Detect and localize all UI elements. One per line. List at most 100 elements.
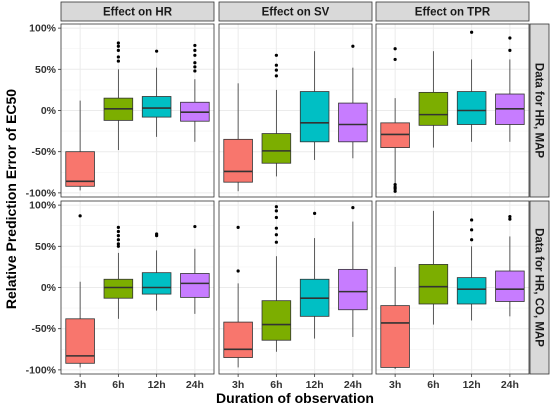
x-tick-label: 24h bbox=[344, 379, 362, 391]
outlier-point bbox=[193, 65, 197, 69]
column-strip-effect-on-tpr: Effect on TPR bbox=[375, 1, 530, 22]
box-6h bbox=[418, 51, 449, 148]
y-tick-label: 50% bbox=[35, 241, 57, 253]
outlier-point bbox=[116, 48, 120, 52]
outlier-point bbox=[116, 234, 120, 238]
box-24h bbox=[495, 215, 525, 317]
box-12h bbox=[456, 30, 487, 142]
panel-data-for-hr-co-map-effect-on-hr: -100% -50% 0% 50% 100% 3h 6h 12h 24h bbox=[26, 200, 215, 391]
column-strip-label: Effect on TPR bbox=[415, 7, 491, 19]
panel-border bbox=[375, 23, 530, 198]
x-tick-label: 3h bbox=[74, 379, 86, 391]
outlier-point bbox=[116, 55, 120, 59]
box-iqr bbox=[456, 277, 487, 305]
x-tick-label: 3h bbox=[389, 379, 401, 391]
box-3h bbox=[223, 225, 253, 368]
outlier-point bbox=[274, 226, 278, 230]
outlier-point bbox=[193, 61, 197, 65]
y-tick-label: -50% bbox=[31, 323, 56, 335]
box-iqr bbox=[261, 133, 292, 164]
y-tick-label: 0% bbox=[41, 105, 57, 117]
panels: Effect on HR Effect on SV Effect on TPR Dat… bbox=[26, 1, 550, 391]
box-iqr bbox=[456, 91, 487, 125]
outlier-point bbox=[116, 44, 120, 48]
outlier-point bbox=[508, 217, 512, 221]
outlier-point bbox=[393, 183, 397, 187]
outlier-point bbox=[116, 225, 120, 229]
box-iqr bbox=[65, 151, 95, 187]
outlier-point bbox=[313, 211, 317, 215]
box-iqr bbox=[180, 273, 210, 298]
outlier-point bbox=[155, 232, 159, 236]
outlier-point bbox=[508, 48, 512, 52]
outlier-point bbox=[274, 205, 278, 209]
panel-data-for-hr-co-map-effect-on-tpr: 3h 6h 12h 24h bbox=[375, 200, 530, 391]
panel-border bbox=[218, 23, 373, 198]
outlier-point bbox=[274, 209, 278, 213]
panel-data-for-hr-co-map-effect-on-sv: 3h 6h 12h 24h bbox=[218, 200, 373, 391]
box-24h bbox=[180, 224, 210, 314]
x-tick-label: 6h bbox=[427, 379, 439, 391]
row-strip-label: Data for HR, MAP bbox=[533, 63, 545, 159]
box-6h bbox=[418, 210, 449, 325]
outlier-point bbox=[508, 215, 512, 219]
outlier-point bbox=[193, 43, 197, 48]
outlier-point bbox=[193, 53, 197, 57]
box-3h bbox=[380, 47, 410, 193]
box-6h bbox=[261, 53, 292, 177]
outlier-point bbox=[236, 269, 240, 273]
outlier-point bbox=[236, 225, 240, 229]
box-12h bbox=[299, 51, 330, 160]
outlier-point bbox=[274, 233, 278, 237]
box-3h bbox=[65, 214, 95, 368]
box-12h bbox=[141, 49, 172, 137]
x-tick-label: 24h bbox=[501, 379, 519, 391]
outlier-point bbox=[116, 244, 120, 248]
box-12h bbox=[141, 232, 172, 311]
column-strip-label: Effect on HR bbox=[103, 7, 173, 19]
outlier-point bbox=[393, 47, 397, 51]
outlier-point bbox=[470, 218, 474, 222]
outlier-point bbox=[116, 59, 120, 63]
outlier-point bbox=[155, 49, 159, 53]
box-iqr bbox=[380, 122, 410, 148]
x-tick-label: 6h bbox=[112, 379, 124, 391]
box-6h bbox=[103, 41, 134, 151]
box-iqr bbox=[141, 272, 172, 295]
panel-border bbox=[375, 200, 530, 375]
box-24h bbox=[495, 36, 525, 142]
box-iqr bbox=[380, 305, 410, 368]
x-tick-label: 3h bbox=[232, 379, 244, 391]
outlier-point bbox=[78, 214, 82, 218]
panel-data-for-hr-map-effect-on-hr: -100% -50% 0% 50% 100% bbox=[26, 23, 215, 199]
y-tick-label: 50% bbox=[35, 64, 57, 76]
outlier-point bbox=[470, 238, 474, 242]
outlier-point bbox=[351, 205, 355, 210]
outlier-point bbox=[393, 189, 397, 193]
x-tick-label: 12h bbox=[463, 379, 481, 391]
column-strip-label: Effect on SV bbox=[262, 7, 330, 19]
outlier-point bbox=[351, 44, 355, 48]
outlier-point bbox=[393, 187, 397, 191]
row-strip-bg bbox=[529, 23, 550, 198]
column-strip-effect-on-sv: Effect on SV bbox=[218, 1, 373, 22]
box-iqr bbox=[338, 268, 368, 311]
outlier-point bbox=[116, 242, 120, 246]
box-24h bbox=[338, 44, 368, 159]
box-iqr bbox=[418, 264, 449, 305]
box-6h bbox=[103, 225, 134, 319]
outlier-point bbox=[274, 240, 278, 244]
x-tick-label: 24h bbox=[186, 379, 204, 391]
box-iqr bbox=[261, 300, 292, 341]
box-iqr bbox=[495, 270, 525, 302]
outlier-point bbox=[393, 57, 397, 62]
panel-data-for-hr-map-effect-on-tpr bbox=[375, 23, 530, 198]
column-strip-bg bbox=[60, 1, 215, 22]
outlier-point bbox=[116, 41, 120, 45]
outlier-point bbox=[274, 215, 278, 220]
panel-border bbox=[218, 200, 373, 375]
panel-data-for-hr-map-effect-on-sv bbox=[218, 23, 373, 198]
x-axis-title: Duration of observation bbox=[216, 390, 374, 406]
box-iqr bbox=[103, 278, 134, 299]
